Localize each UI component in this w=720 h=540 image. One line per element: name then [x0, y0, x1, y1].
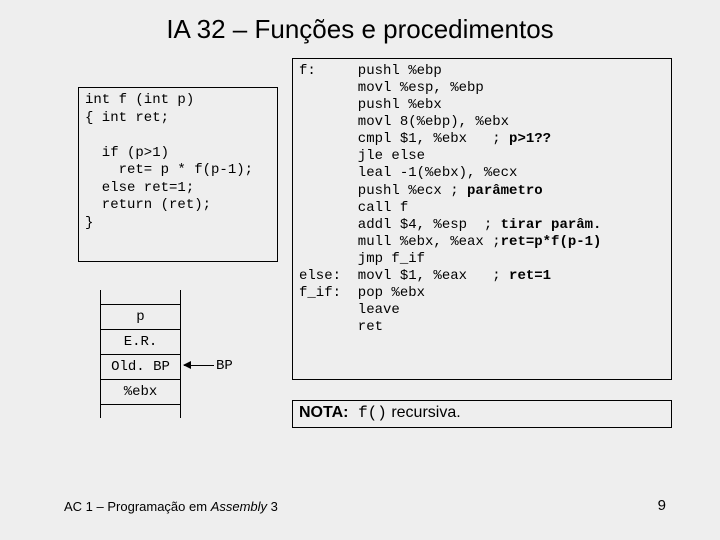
- page-number: 9: [658, 497, 666, 514]
- note-suffix: recursiva.: [387, 404, 461, 421]
- stack-table: p E.R. Old. BP %ebx: [100, 290, 181, 418]
- stack-rail-top: [101, 290, 181, 304]
- stack-cell: Old. BP: [101, 354, 181, 379]
- stack-cell: %ebx: [101, 379, 181, 404]
- note-box: NOTA: f() recursiva.: [292, 400, 672, 428]
- slide-title: IA 32 – Funções e procedimentos: [0, 14, 720, 45]
- note-prefix: NOTA:: [299, 404, 348, 421]
- footer-italic: Assembly: [211, 499, 267, 514]
- bp-arrow: [184, 365, 214, 366]
- note-mono: f(): [348, 404, 386, 422]
- footer-text-post: 3: [267, 499, 278, 514]
- asm-code-block: f: pushl %ebp movl %esp, %ebp pushl %ebx…: [292, 58, 672, 380]
- stack-cell: p: [101, 304, 181, 329]
- footer-left: AC 1 – Programação em Assembly 3: [64, 499, 278, 514]
- c-code-block: int f (int p) { int ret; if (p>1) ret= p…: [78, 87, 278, 262]
- stack-rail-bottom: [101, 404, 181, 418]
- footer-text: AC 1 – Programação em: [64, 499, 211, 514]
- stack-diagram: p E.R. Old. BP %ebx: [100, 290, 181, 418]
- stack-cell: E.R.: [101, 329, 181, 354]
- bp-label: BP: [216, 358, 233, 374]
